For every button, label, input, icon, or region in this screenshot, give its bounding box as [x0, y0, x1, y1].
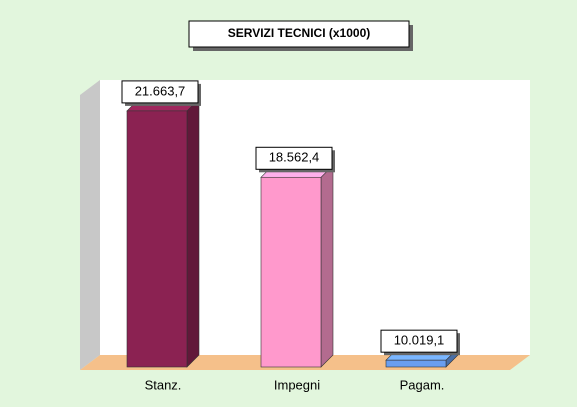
bar [260, 176, 322, 368]
bar-side [186, 98, 200, 368]
side-wall [80, 80, 100, 370]
title-box [188, 20, 410, 48]
bar [385, 359, 447, 368]
value-label-box [380, 329, 458, 353]
x-tick-label: Stanz. [145, 377, 182, 392]
x-tick-label: Impegni [274, 377, 320, 392]
value-label: 10.019,1 [394, 333, 445, 348]
value-label: 18.562,4 [269, 150, 320, 165]
bar-side [320, 164, 334, 368]
value-label-box [121, 80, 199, 104]
chart-title: SERVIZI TECNICI (x1000) [228, 26, 371, 40]
bar [126, 110, 188, 368]
value-label-box [255, 146, 333, 170]
value-label: 21.663,7 [135, 83, 186, 98]
x-tick-label: Pagam. [400, 377, 445, 392]
